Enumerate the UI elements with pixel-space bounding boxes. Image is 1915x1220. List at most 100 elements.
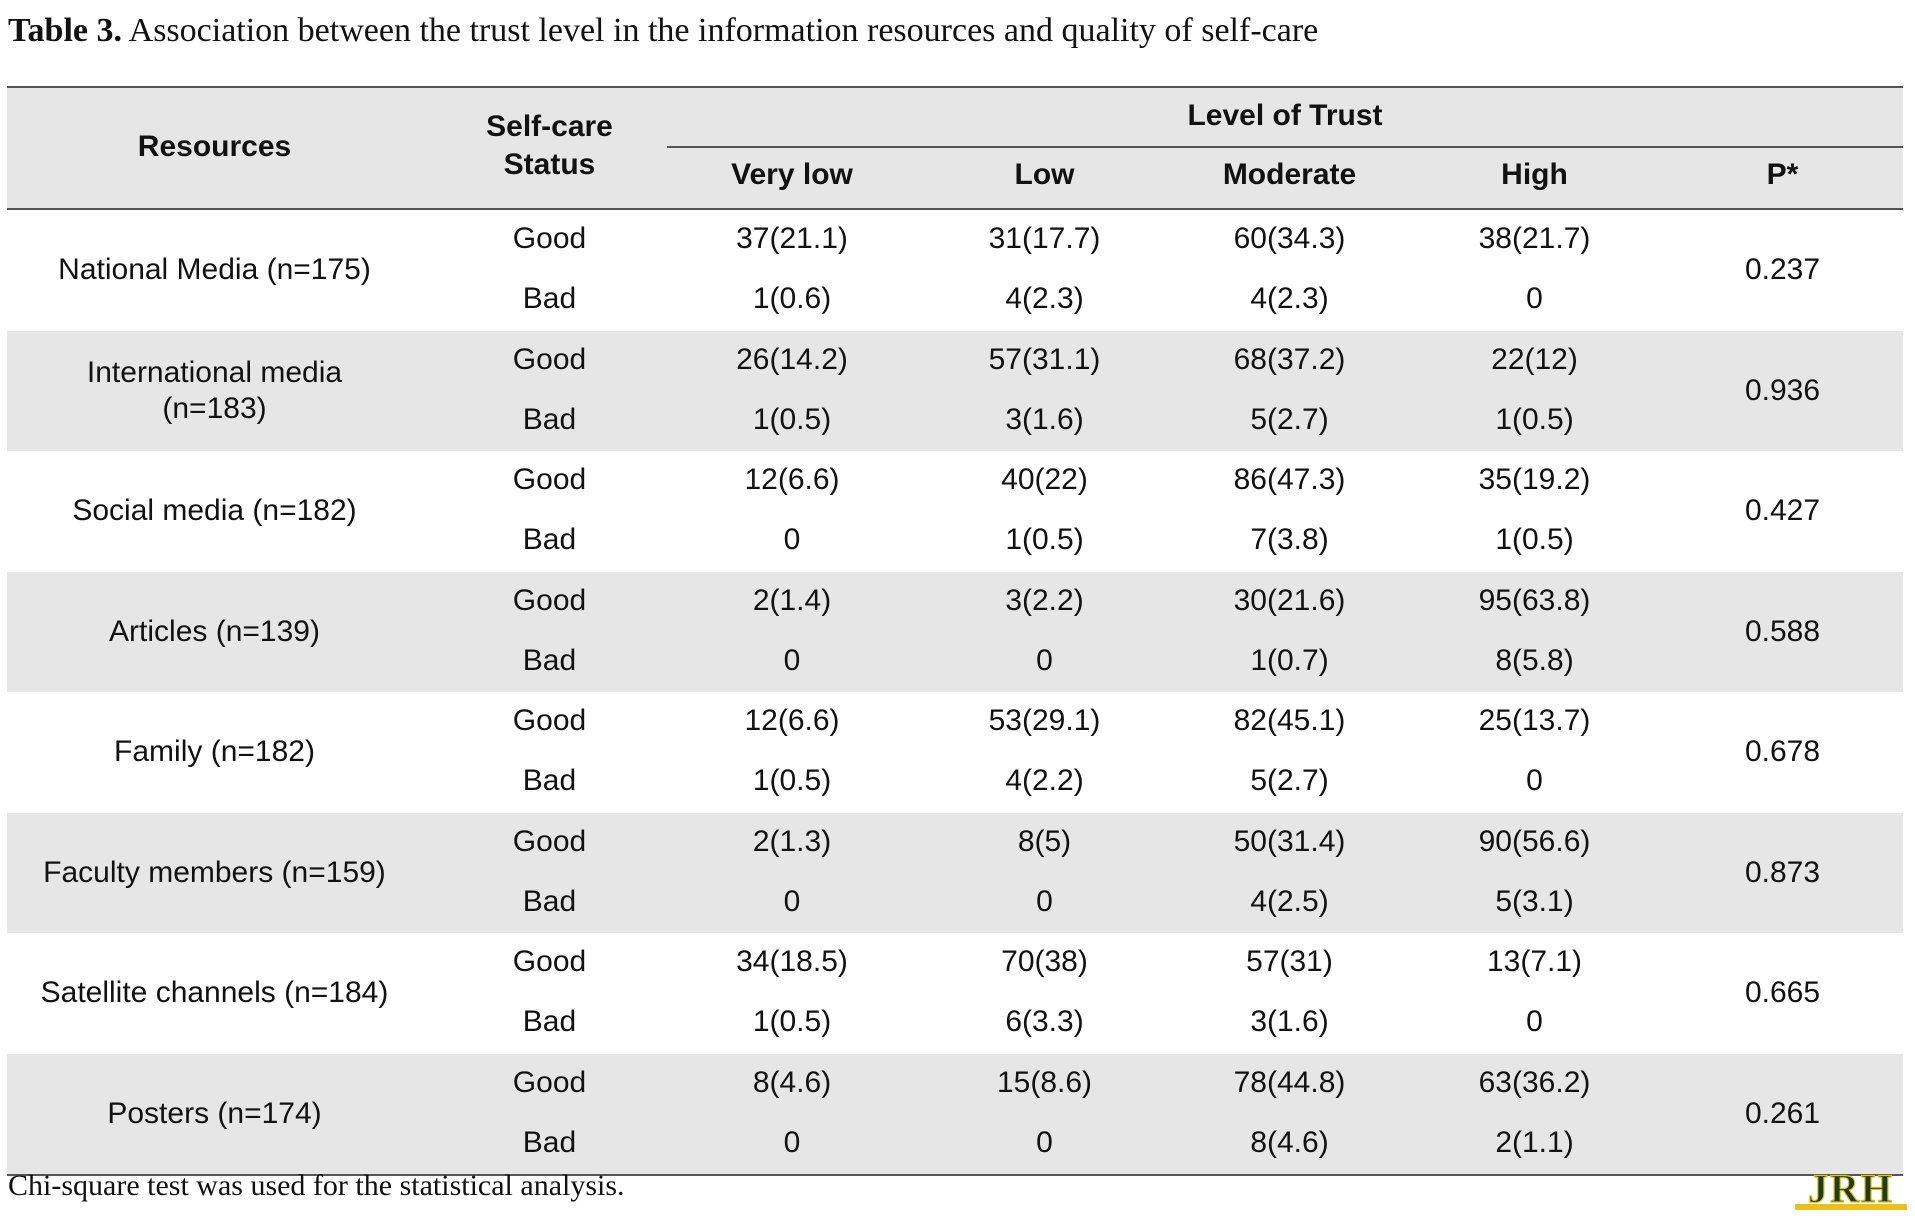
- low-cell: 0: [1036, 884, 1053, 918]
- high-cell: 95(63.8): [1478, 583, 1591, 617]
- data-table: Resources Self-care Status Level of Trus…: [7, 86, 1903, 1176]
- status-cell: Good: [512, 1065, 587, 1099]
- very-low-cell: 1(0.5): [752, 402, 832, 436]
- header-moderate: Moderate: [1222, 158, 1357, 191]
- p-value-cell: 0.873: [1744, 855, 1821, 889]
- resources-cell: National Media (n=175): [58, 253, 371, 287]
- p-value-cell: 0.936: [1744, 373, 1821, 407]
- p-value-cell: 0.237: [1744, 253, 1821, 287]
- very-low-cell: 37(21.1): [736, 222, 848, 255]
- moderate-cell: 1(0.7): [1250, 643, 1329, 677]
- moderate-cell: 8(4.6): [1250, 1125, 1329, 1159]
- header-divider: [667, 146, 1903, 148]
- status-cell: Bad: [522, 523, 577, 556]
- low-cell: 40(22): [1001, 463, 1088, 496]
- p-value-cell: 0.678: [1744, 735, 1821, 769]
- high-cell: 63(36.2): [1478, 1065, 1591, 1099]
- high-cell: 0: [1526, 1005, 1543, 1038]
- high-cell: 1(0.5): [1495, 402, 1574, 436]
- very-low-cell: 34(18.5): [736, 945, 848, 978]
- moderate-cell: 5(2.7): [1250, 402, 1329, 436]
- moderate-cell: 7(3.8): [1250, 523, 1329, 556]
- low-cell: 53(29.1): [988, 704, 1101, 737]
- moderate-cell: 86(47.3): [1233, 463, 1346, 496]
- very-low-cell: 8(4.6): [752, 1065, 832, 1099]
- table-body: National Media (n=175) Good 37(21.1) 31(17.…: [7, 210, 1903, 1174]
- resources-cell: Faculty members (n=159): [43, 855, 386, 889]
- header-resources: Resources: [137, 130, 292, 163]
- header-self-care-status: Self-care Status: [486, 110, 613, 181]
- moderate-cell: 5(2.7): [1250, 764, 1329, 797]
- resource-group: Social media (n=182) Good 12(6.6) 40(22) 86(…: [7, 451, 1903, 572]
- low-cell: 4(2.2): [1005, 764, 1084, 797]
- resources-cell: Posters (n=174): [107, 1096, 322, 1130]
- very-low-cell: 12(6.6): [744, 704, 840, 737]
- resource-group: National Media (n=175) Good 37(21.1) 31(17.…: [7, 210, 1903, 331]
- high-cell: 1(0.5): [1495, 523, 1574, 556]
- high-cell: 35(19.2): [1478, 463, 1591, 496]
- resources-cell: International media (n=183): [86, 355, 343, 425]
- status-cell: Bad: [522, 643, 577, 677]
- status-cell: Good: [512, 583, 587, 617]
- very-low-cell: 26(14.2): [736, 342, 848, 376]
- table-caption-text: Association between the trust level in t…: [128, 12, 1319, 49]
- very-low-cell: 1(0.6): [752, 282, 832, 315]
- status-cell: Bad: [522, 1005, 577, 1038]
- p-value-cell: 0.261: [1744, 1096, 1821, 1130]
- high-cell: 13(7.1): [1486, 945, 1583, 978]
- moderate-cell: 4(2.5): [1250, 884, 1329, 918]
- status-cell: Good: [512, 222, 587, 255]
- very-low-cell: 1(0.5): [752, 1005, 832, 1038]
- very-low-cell: 12(6.6): [744, 463, 840, 496]
- p-value-cell: 0.427: [1744, 494, 1821, 528]
- resource-group: Articles (n=139) Good 2(1.4) 3(2.2) 30(21.6)…: [7, 571, 1903, 692]
- status-cell: Good: [512, 945, 587, 978]
- resource-group: Faculty members (n=159) Good 2(1.3) 8(5) 50(…: [7, 812, 1903, 933]
- moderate-cell: 82(45.1): [1233, 704, 1346, 737]
- resource-group: Posters (n=174) Good 8(4.6) 15(8.6) 78(44.8)…: [7, 1053, 1903, 1174]
- low-cell: 0: [1036, 643, 1053, 677]
- header-level-of-trust: Level of Trust: [1187, 99, 1383, 132]
- resources-cell: Family (n=182): [114, 735, 315, 769]
- moderate-cell: 30(21.6): [1233, 583, 1346, 617]
- p-value-cell: 0.665: [1744, 976, 1821, 1010]
- table-header: Resources Self-care Status Level of Trus…: [7, 88, 1903, 210]
- status-cell: Good: [512, 704, 587, 737]
- table-caption: Table 3. Association between the trust l…: [8, 10, 1318, 52]
- very-low-cell: 0: [783, 643, 801, 677]
- p-value-cell: 0.588: [1744, 614, 1821, 648]
- resources-cell: Satellite channels (n=184): [40, 976, 389, 1010]
- high-cell: 90(56.6): [1478, 824, 1591, 858]
- resource-group: International media (n=183) Good 26(14.2) 5…: [7, 330, 1903, 451]
- low-cell: 8(5): [1017, 824, 1072, 858]
- table-footnote: Chi-square test was used for the statist…: [8, 1169, 625, 1202]
- low-cell: 0: [1036, 1125, 1053, 1159]
- status-cell: Bad: [522, 402, 577, 436]
- moderate-cell: 3(1.6): [1250, 1005, 1329, 1038]
- low-cell: 3(1.6): [1005, 402, 1084, 436]
- very-low-cell: 2(1.3): [752, 824, 832, 858]
- status-cell: Bad: [522, 764, 577, 797]
- high-cell: 0: [1526, 764, 1543, 797]
- moderate-cell: 57(31): [1246, 945, 1333, 978]
- very-low-cell: 0: [783, 523, 801, 556]
- moderate-cell: 4(2.3): [1250, 282, 1329, 315]
- low-cell: 57(31.1): [988, 342, 1101, 376]
- moderate-cell: 68(37.2): [1233, 342, 1346, 376]
- logo-underline: [1795, 1204, 1907, 1210]
- logo-text: JRH: [1808, 1168, 1894, 1211]
- very-low-cell: 0: [783, 884, 801, 918]
- resource-group: Family (n=182) Good 12(6.6) 53(29.1) 82(45.1…: [7, 692, 1903, 813]
- high-cell: 8(5.8): [1495, 643, 1574, 677]
- moderate-cell: 78(44.8): [1233, 1065, 1346, 1099]
- high-cell: 5(3.1): [1495, 884, 1574, 918]
- very-low-cell: 1(0.5): [752, 764, 832, 797]
- very-low-cell: 0: [783, 1125, 801, 1159]
- low-cell: 15(8.6): [996, 1065, 1093, 1099]
- moderate-cell: 60(34.3): [1233, 222, 1346, 255]
- resources-cell: Social media (n=182): [72, 494, 357, 528]
- low-cell: 1(0.5): [1005, 523, 1084, 556]
- table-caption-label: Table 3.: [8, 12, 123, 49]
- status-cell: Good: [512, 342, 587, 376]
- header-high: High: [1501, 158, 1568, 191]
